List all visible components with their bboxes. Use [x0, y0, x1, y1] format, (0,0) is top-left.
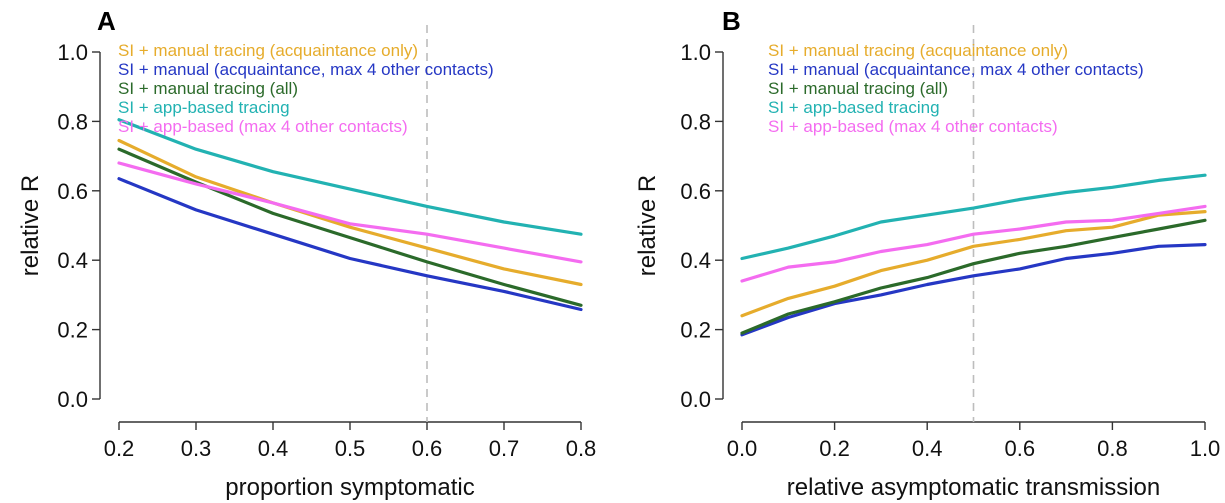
- panel-label: B: [722, 6, 741, 36]
- y-tick-label: 1.0: [680, 40, 711, 65]
- y-tick-label: 0.4: [680, 248, 711, 273]
- x-axis-title: relative asymptomatic transmission: [787, 474, 1160, 501]
- y-tick-label: 0.0: [680, 387, 711, 412]
- x-tick-label: 0.5: [335, 436, 366, 461]
- series-line-app-based-max4: [740, 204, 1207, 283]
- y-tick-label: 0.2: [680, 318, 711, 343]
- x-tick-label: 1.0: [1190, 436, 1221, 461]
- x-tick-label: 0.4: [912, 436, 943, 461]
- y-axis-title: relative R: [17, 175, 44, 276]
- x-tick-label: 0.4: [258, 436, 289, 461]
- legend-entry-manual-all: SI + manual tracing (all): [118, 79, 298, 98]
- panel-a: A 0.2 0.3 0.4 0.5 0.6 0.7 0.8 0.0 0.2 0.4 0.6 0.8 1.0…: [17, 6, 596, 501]
- y-tick-label: 0.6: [680, 179, 711, 204]
- legend-entry-manual-all: SI + manual tracing (all): [768, 79, 948, 98]
- series-line-acquaintance-max4: [740, 243, 1207, 337]
- y-tick-label: 0.8: [57, 109, 88, 134]
- y-tick-label: 0.6: [57, 179, 88, 204]
- x-tick-label: 0.2: [104, 436, 135, 461]
- x-axis-title: proportion symptomatic: [225, 474, 474, 501]
- y-axis-title: relative R: [634, 175, 661, 276]
- y-tick-label: 0.8: [680, 109, 711, 134]
- legend-entry-acquaintance-only: SI + manual tracing (acquaintance only): [768, 41, 1068, 60]
- x-tick-label: 0.6: [412, 436, 443, 461]
- x-tick-label: 0.0: [727, 436, 758, 461]
- x-tick-label: 0.7: [489, 436, 520, 461]
- x-tick-label: 0.8: [566, 436, 597, 461]
- series-line-acquaintance-max4: [117, 177, 583, 312]
- series-line-acquaintance-only: [740, 210, 1207, 318]
- legend-entry-acquaintance-max4: SI + manual (acquaintance, max 4 other c…: [768, 60, 1144, 79]
- series-line-acquaintance-only: [117, 138, 583, 287]
- series-line-app-based-max4: [117, 161, 583, 264]
- x-tick-label: 0.6: [1005, 436, 1036, 461]
- x-tick-label: 0.2: [819, 436, 850, 461]
- legend-entry-app-based-max4: SI + app-based (max 4 other contacts): [118, 117, 408, 136]
- panel-label: A: [97, 6, 116, 36]
- y-tick-label: 0.4: [57, 248, 88, 273]
- legend-entry-acquaintance-max4: SI + manual (acquaintance, max 4 other c…: [118, 60, 494, 79]
- series-line-manual-all: [740, 218, 1207, 335]
- series-line-manual-all: [117, 147, 583, 307]
- panel-b: B 0.0 0.2 0.4 0.6 0.8 1.0 0.0 0.2 0.4 0.6 0.8 1.0 rel…: [634, 6, 1220, 501]
- series-line-app-based: [117, 118, 583, 236]
- x-tick-label: 0.3: [181, 436, 212, 461]
- legend-entry-app-based: SI + app-based tracing: [118, 98, 290, 117]
- legend-entry-app-based: SI + app-based tracing: [768, 98, 940, 117]
- y-tick-label: 1.0: [57, 40, 88, 65]
- y-tick-label: 0.2: [57, 318, 88, 343]
- legend-entry-acquaintance-only: SI + manual tracing (acquaintance only): [118, 41, 418, 60]
- y-tick-label: 0.0: [57, 387, 88, 412]
- legend-entry-app-based-max4: SI + app-based (max 4 other contacts): [768, 117, 1058, 136]
- x-tick-label: 0.8: [1097, 436, 1128, 461]
- series-line-app-based: [740, 173, 1207, 261]
